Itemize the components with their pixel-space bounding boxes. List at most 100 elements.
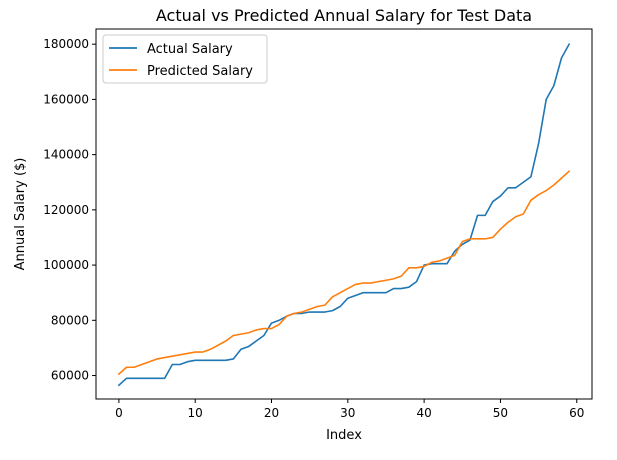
data-point <box>171 363 174 366</box>
y-tick-label: 80000 <box>51 313 89 327</box>
data-point <box>224 359 227 362</box>
legend-label-predicted-salary: Predicted Salary <box>147 64 253 79</box>
data-point <box>491 200 494 203</box>
y-tick-label: 100000 <box>43 258 89 272</box>
data-point <box>308 311 311 314</box>
data-point <box>415 266 418 269</box>
data-point <box>484 214 487 217</box>
data-point <box>178 353 181 356</box>
data-point <box>339 305 342 308</box>
data-point <box>186 352 189 355</box>
data-point <box>529 175 532 178</box>
data-point <box>491 236 494 239</box>
data-point <box>384 279 387 282</box>
data-point <box>484 237 487 240</box>
x-tick-label: 60 <box>569 406 584 420</box>
data-point <box>369 291 372 294</box>
data-point <box>446 257 449 260</box>
data-point <box>362 291 365 294</box>
data-point <box>476 214 479 217</box>
data-point <box>125 377 128 380</box>
data-point <box>140 363 143 366</box>
data-point <box>568 43 571 46</box>
plot-area-frame <box>95 28 593 400</box>
data-point <box>400 287 403 290</box>
x-tick-label: 30 <box>340 406 355 420</box>
data-point <box>270 327 273 330</box>
x-tick-label: 0 <box>115 406 123 420</box>
data-point <box>537 193 540 196</box>
data-point <box>285 315 288 318</box>
legend-label-actual-salary: Actual Salary <box>147 42 233 57</box>
data-point <box>430 261 433 264</box>
data-point <box>316 311 319 314</box>
data-point <box>507 221 510 224</box>
data-point <box>171 355 174 358</box>
data-point <box>545 189 548 192</box>
data-point <box>392 277 395 280</box>
data-point <box>507 186 510 189</box>
data-point <box>545 98 548 101</box>
data-point <box>377 280 380 283</box>
x-tick-label: 20 <box>264 406 279 420</box>
data-point <box>354 283 357 286</box>
data-point <box>560 56 563 59</box>
data-point <box>537 142 540 145</box>
data-point <box>262 334 265 337</box>
data-point <box>209 348 212 351</box>
data-point <box>255 328 258 331</box>
data-point <box>346 287 349 290</box>
data-point <box>453 254 456 257</box>
x-tick-label: 50 <box>493 406 508 420</box>
data-point <box>301 311 304 314</box>
data-point <box>201 359 204 362</box>
data-point <box>117 384 120 387</box>
data-point <box>278 319 281 322</box>
data-point <box>552 184 555 187</box>
data-point <box>400 275 403 278</box>
data-point <box>438 259 441 262</box>
y-tick-label: 180000 <box>43 37 89 51</box>
data-point <box>522 213 525 216</box>
data-point <box>568 170 571 173</box>
data-point <box>232 334 235 337</box>
data-point <box>224 340 227 343</box>
x-tick-label: 10 <box>188 406 203 420</box>
data-point <box>354 294 357 297</box>
data-point <box>377 291 380 294</box>
y-tick-label: 160000 <box>43 92 89 106</box>
data-point <box>552 84 555 87</box>
series-line-actual-salary <box>117 43 571 387</box>
data-point <box>201 351 204 354</box>
data-point <box>499 228 502 231</box>
data-point <box>194 351 197 354</box>
y-tick-label: 120000 <box>43 203 89 217</box>
data-point <box>331 295 334 298</box>
data-point <box>369 282 372 285</box>
data-point <box>194 359 197 362</box>
data-point <box>384 291 387 294</box>
data-point <box>156 377 159 380</box>
chart-title: Actual vs Predicted Annual Salary for Te… <box>156 6 532 25</box>
data-point <box>514 186 517 189</box>
data-point <box>117 373 120 376</box>
data-point <box>148 377 151 380</box>
data-point <box>163 356 166 359</box>
data-point <box>323 311 326 314</box>
data-point <box>362 282 365 285</box>
data-point <box>163 377 166 380</box>
data-point <box>133 366 136 369</box>
data-point <box>346 297 349 300</box>
data-point <box>270 322 273 325</box>
data-point <box>209 359 212 362</box>
data-point <box>560 177 563 180</box>
data-point <box>232 357 235 360</box>
data-point <box>514 215 517 218</box>
data-point <box>278 323 281 326</box>
data-point <box>499 195 502 198</box>
data-point <box>293 312 296 315</box>
y-tick-label: 140000 <box>43 148 89 162</box>
data-point <box>407 266 410 269</box>
